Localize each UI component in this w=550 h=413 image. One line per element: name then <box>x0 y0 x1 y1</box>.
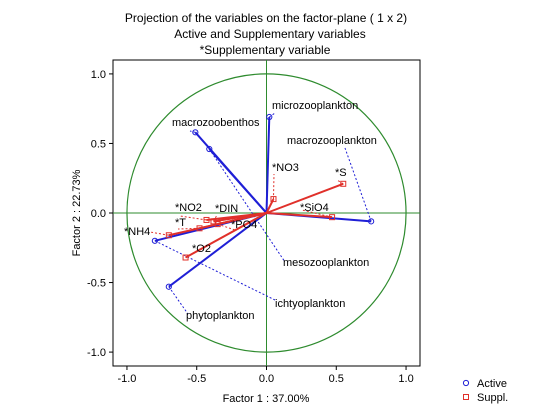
point-macrozoobenthos <box>192 129 199 136</box>
leader-macrozooplankton <box>344 147 372 222</box>
point-mesozooplankton <box>206 145 213 153</box>
vector-nh4 <box>168 212 267 237</box>
x-tick-label: -1.0 <box>117 373 136 385</box>
chart-title-line-3: *Supplementary variable <box>200 43 331 57</box>
vector-sio4 <box>266 212 333 219</box>
leader-phytoplankton <box>168 286 189 315</box>
legend-active-marker <box>462 379 470 387</box>
point-ichtyoplankton <box>151 237 158 244</box>
point-s <box>340 180 347 187</box>
leader-sio4 <box>301 209 333 218</box>
leader-po4 <box>217 223 236 231</box>
leader-o2 <box>185 248 201 258</box>
point-o2 <box>182 254 189 261</box>
label-po4: *PO4 <box>231 219 257 231</box>
legend-active-label: Active <box>477 378 507 390</box>
chart-title-line-2: Active and Supplementary variables <box>174 27 365 41</box>
vector-o2 <box>185 212 267 259</box>
leader-s <box>336 179 344 185</box>
label-macrozoobenthos: macrozoobenthos <box>172 117 260 129</box>
label-sio4: *SiO4 <box>300 202 329 214</box>
x-tick-label: 1.0 <box>398 373 413 385</box>
x-tick-label: 0.0 <box>259 373 274 385</box>
y-tick-label: -0.5 <box>87 278 106 290</box>
point-nh4 <box>165 232 172 239</box>
vector-phytoplankton <box>168 212 268 288</box>
leader-t <box>177 227 200 230</box>
vector-microzooplankton <box>265 116 271 214</box>
label-nh4: *NH4 <box>124 226 150 238</box>
leader-mesozooplankton <box>208 148 286 263</box>
y-tick-label: 0.5 <box>91 138 106 150</box>
label-o2: *O2 <box>192 243 211 255</box>
leader-no3 <box>272 173 275 200</box>
label-din: *DIN <box>215 203 238 215</box>
label-phytoplankton: phytoplankton <box>186 310 255 322</box>
point-no3 <box>270 196 277 203</box>
y-tick-label: -1.0 <box>87 347 106 359</box>
x-tick-label: 0.5 <box>329 373 344 385</box>
leader-nh4 <box>149 231 169 236</box>
y-tick-label: 0.0 <box>91 208 106 220</box>
point-no2 <box>203 216 210 223</box>
point-macrozooplankton <box>368 218 375 225</box>
label-macrozooplankton: macrozooplankton <box>287 135 377 147</box>
leader-ichtyoplankton <box>154 240 276 301</box>
x-tick-label: -0.5 <box>187 373 206 385</box>
plot-area: -1.0 -0.5 0.0 0.5 1.0 1.0 0.5 0.0 -0.5 -1.0 macroz… <box>87 59 421 385</box>
legend-suppl-label: Suppl. <box>477 392 508 404</box>
point-sio4 <box>329 214 336 221</box>
label-no2: *NO2 <box>175 202 202 214</box>
leader-microzooplankton <box>269 112 276 118</box>
label-ichtyoplankton: ichtyoplankton <box>275 298 345 310</box>
point-phytoplankton <box>165 283 172 290</box>
legend: Active Suppl. <box>462 378 508 404</box>
leader-macrozoobenthos <box>189 130 196 133</box>
y-axis-label: Factor 2 : 22.73% <box>71 169 83 256</box>
label-t: *T <box>175 217 186 229</box>
chart-title-line-1: Projection of the variables on the facto… <box>125 11 407 25</box>
vector-s <box>266 182 344 214</box>
point-microzooplankton <box>266 113 273 121</box>
vector-mesozooplankton <box>208 148 268 214</box>
leader-din <box>213 214 218 222</box>
y-tick-label: 1.0 <box>91 69 106 81</box>
correlation-circle <box>126 73 407 353</box>
label-microzooplankton: microzooplankton <box>272 100 358 112</box>
label-mesozooplankton: mesozooplankton <box>283 257 369 269</box>
leader-no2 <box>179 215 207 221</box>
x-axis-label: Factor 1 : 37.00% <box>223 393 310 405</box>
label-no3: *NO3 <box>272 162 299 174</box>
legend-suppl-marker <box>463 394 469 400</box>
label-s: *S <box>335 167 347 179</box>
